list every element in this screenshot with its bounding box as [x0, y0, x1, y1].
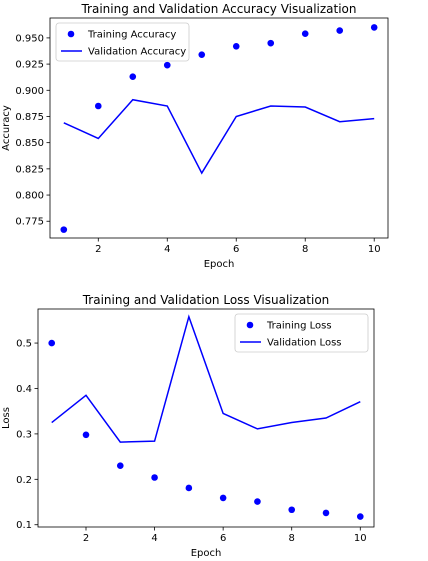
- y-axis-label: Accuracy: [1, 105, 12, 151]
- chart-1: Training and Validation Accuracy Visuali…: [1, 2, 389, 270]
- y-tick-label: 0.850: [15, 138, 44, 149]
- y-tick-label: 0.925: [15, 60, 44, 71]
- data-point: [356, 513, 364, 520]
- x-axis-label: Epoch: [191, 548, 222, 559]
- y-tick-label: 0.775: [15, 217, 44, 228]
- chart-title: Training and Validation Accuracy Visuali…: [80, 2, 356, 16]
- data-point: [163, 61, 171, 69]
- x-tick-label: 2: [95, 244, 101, 255]
- data-point: [60, 226, 68, 233]
- data-point: [288, 506, 296, 514]
- data-point: [116, 462, 124, 469]
- plot-frame: [37, 308, 375, 528]
- y-axis-label: Loss: [1, 407, 12, 429]
- legend-label: Training Accuracy: [87, 30, 176, 41]
- x-tick-label: 4: [151, 533, 157, 544]
- y-tick-label: 0.825: [15, 164, 44, 175]
- legend-label: Validation Accuracy: [88, 47, 186, 58]
- x-tick-label: 2: [83, 533, 89, 544]
- x-tick-label: 4: [164, 244, 170, 255]
- data-point: [82, 431, 90, 439]
- legend-box: [234, 313, 369, 353]
- data-point: [232, 42, 240, 50]
- legend: Training Accuracy Validation Accuracy: [55, 22, 190, 62]
- legend: Training Loss Validation Loss: [234, 313, 369, 353]
- data-point: [267, 39, 275, 47]
- data-point: [48, 339, 56, 347]
- chart-title: Training and Validation Loss Visualizati…: [82, 293, 330, 307]
- data-point: [301, 30, 309, 38]
- y-tick-label: 0.875: [15, 112, 44, 123]
- x-axis-label: Epoch: [204, 259, 235, 270]
- legend-marker-swatch: [67, 30, 75, 38]
- legend-label: Training Loss: [266, 321, 332, 332]
- data-point: [94, 102, 102, 110]
- series-line-validation-loss: [51, 314, 361, 443]
- data-point: [254, 498, 261, 505]
- data-point: [129, 73, 137, 80]
- data-point: [370, 24, 378, 31]
- legend-label: Validation Loss: [267, 338, 342, 349]
- y-tick-label: 0.1: [16, 520, 32, 531]
- y-tick-label: 0.3: [16, 429, 32, 440]
- data-point: [336, 27, 344, 34]
- y-tick-label: 0.4: [16, 384, 32, 395]
- y-tick-label: 0.5: [16, 339, 32, 350]
- data-point: [219, 494, 227, 502]
- data-point: [198, 51, 206, 58]
- legend-box: [55, 22, 190, 62]
- y-tick-label: 0.800: [15, 191, 44, 202]
- x-tick-label: 8: [302, 244, 308, 255]
- x-tick-label: 10: [368, 244, 381, 255]
- y-tick-label: 0.950: [15, 33, 44, 44]
- series-line-validation-accuracy: [63, 98, 375, 175]
- plot-frame: [49, 17, 389, 239]
- data-point: [185, 484, 193, 492]
- x-tick-label: 6: [233, 244, 239, 255]
- x-tick-label: 10: [354, 533, 367, 544]
- x-tick-label: 6: [220, 533, 226, 544]
- y-tick-label: 0.2: [16, 475, 32, 486]
- y-tick-label: 0.900: [15, 86, 44, 97]
- data-point: [151, 474, 158, 481]
- x-tick-label: 8: [289, 533, 295, 544]
- data-point: [322, 509, 330, 517]
- chart-2: Training and Validation Loss Visualizati…: [1, 293, 375, 559]
- legend-marker-swatch: [246, 321, 254, 329]
